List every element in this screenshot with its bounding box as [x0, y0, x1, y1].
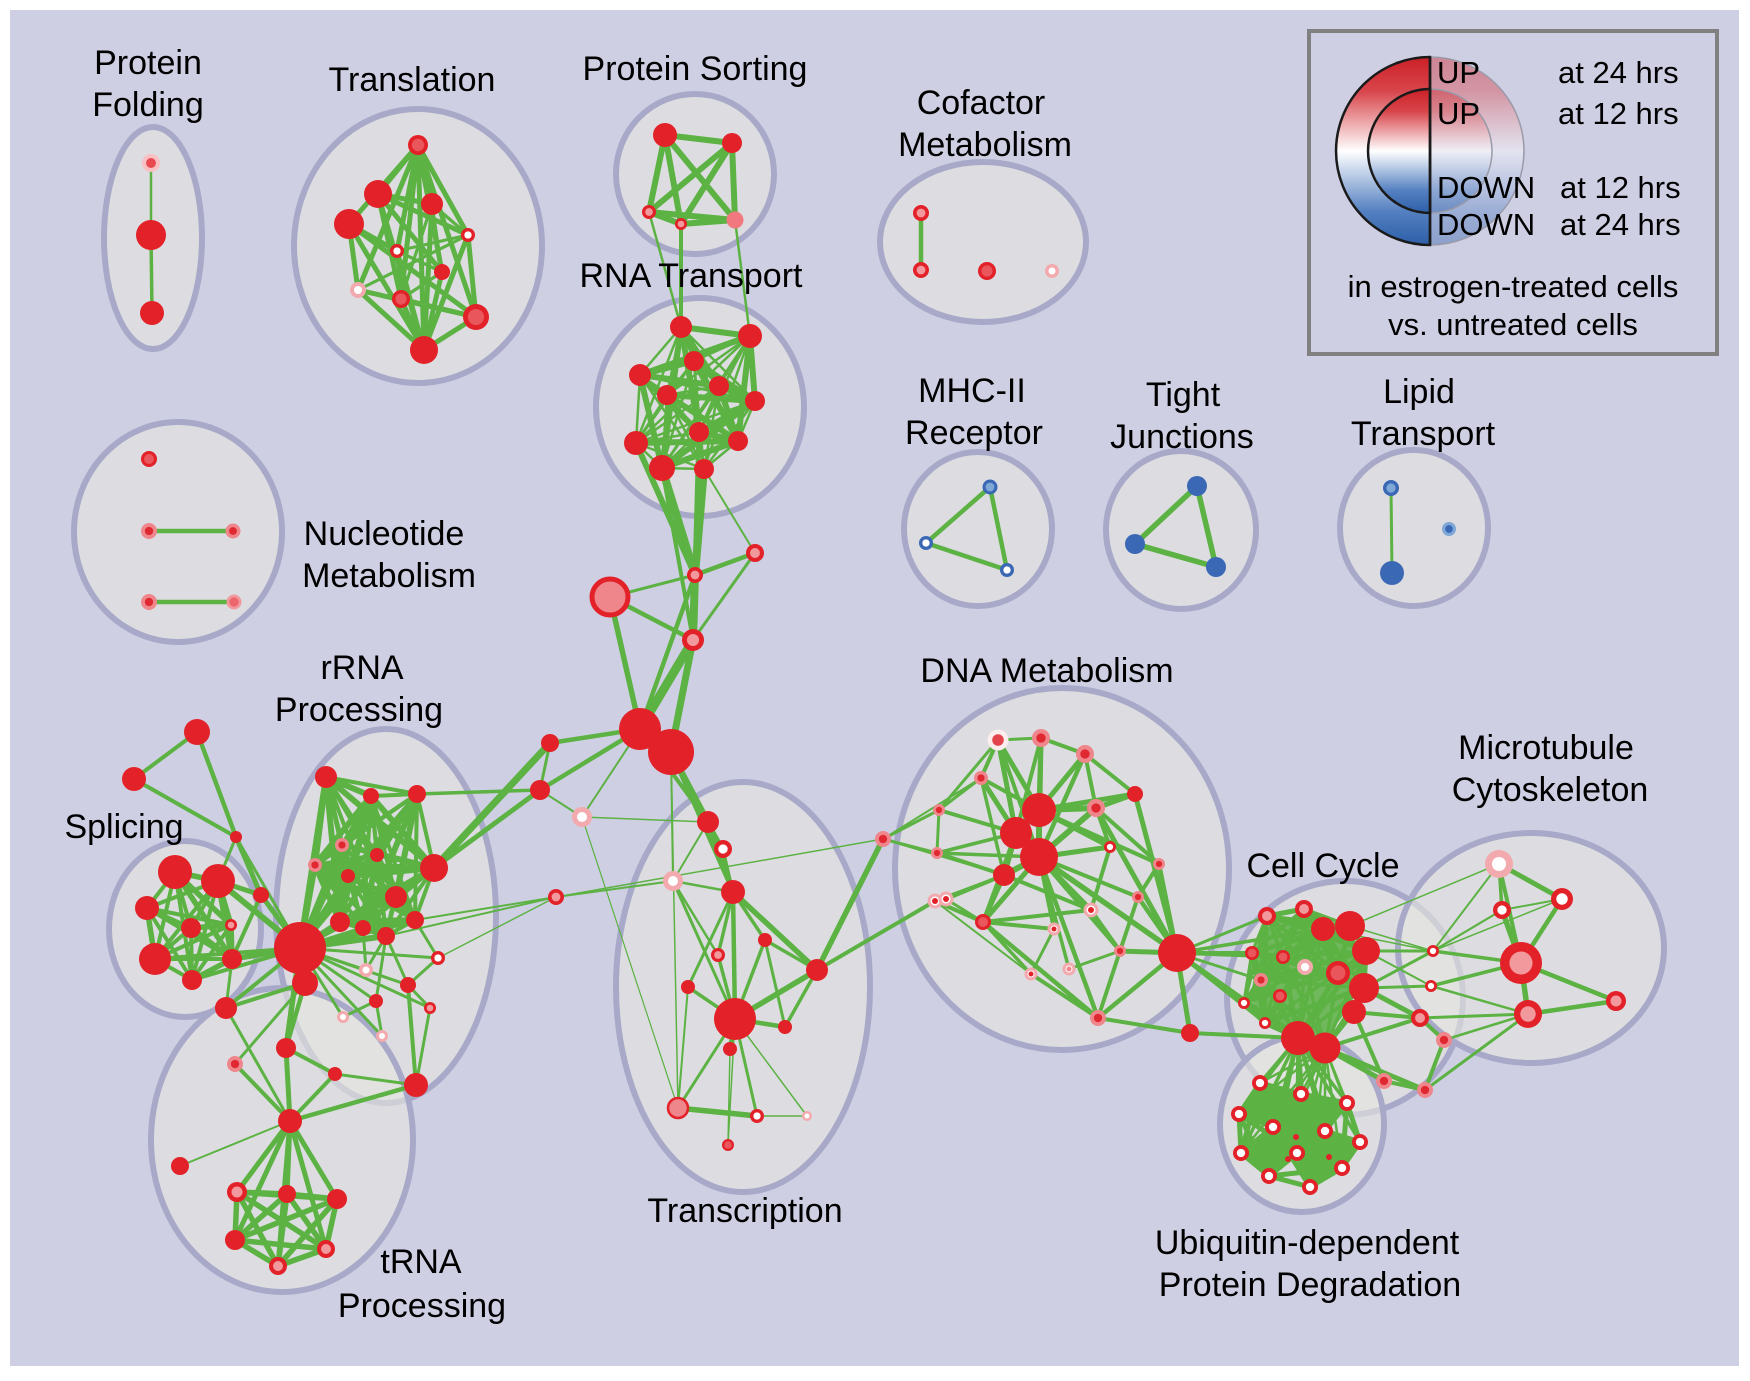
svg-text:Folding: Folding: [92, 86, 204, 124]
svg-text:Splicing: Splicing: [64, 808, 183, 846]
svg-text:Cell Cycle: Cell Cycle: [1246, 847, 1399, 885]
svg-text:DOWN: DOWN: [1437, 170, 1535, 205]
svg-text:Protein Sorting: Protein Sorting: [583, 50, 808, 88]
svg-text:Translation: Translation: [329, 61, 496, 99]
svg-text:Processing: Processing: [338, 1287, 506, 1325]
svg-text:Tight: Tight: [1146, 376, 1221, 414]
svg-text:UP: UP: [1437, 96, 1480, 131]
svg-text:rRNA: rRNA: [320, 649, 403, 687]
svg-text:DNA Metabolism: DNA Metabolism: [920, 652, 1173, 690]
svg-text:at 12 hrs: at 12 hrs: [1558, 96, 1679, 131]
svg-text:Processing: Processing: [275, 691, 443, 729]
svg-text:at 12 hrs: at 12 hrs: [1560, 170, 1681, 205]
svg-text:DOWN: DOWN: [1437, 207, 1535, 242]
svg-text:Junctions: Junctions: [1110, 418, 1254, 456]
svg-text:Receptor: Receptor: [905, 414, 1043, 452]
svg-text:Cytoskeleton: Cytoskeleton: [1452, 771, 1649, 809]
svg-text:Metabolism: Metabolism: [898, 126, 1072, 164]
svg-text:in estrogen-treated cells: in estrogen-treated cells: [1348, 269, 1679, 304]
svg-text:UP: UP: [1437, 55, 1480, 90]
svg-text:RNA Transport: RNA Transport: [580, 257, 804, 295]
svg-text:at 24 hrs: at 24 hrs: [1560, 207, 1681, 242]
svg-text:MHC-II: MHC-II: [918, 372, 1026, 410]
svg-text:tRNA: tRNA: [380, 1243, 462, 1281]
svg-text:Transport: Transport: [1351, 415, 1496, 453]
svg-text:Metabolism: Metabolism: [302, 557, 476, 595]
svg-text:Lipid: Lipid: [1383, 373, 1455, 411]
svg-text:Protein Degradation: Protein Degradation: [1159, 1266, 1461, 1304]
svg-text:vs. untreated cells: vs. untreated cells: [1388, 307, 1638, 342]
svg-text:Protein: Protein: [94, 44, 202, 82]
svg-text:Transcription: Transcription: [647, 1192, 842, 1230]
svg-text:at 24 hrs: at 24 hrs: [1558, 55, 1679, 90]
svg-text:Ubiquitin-dependent: Ubiquitin-dependent: [1155, 1224, 1460, 1262]
svg-text:Microtubule: Microtubule: [1458, 729, 1634, 767]
svg-text:Cofactor: Cofactor: [917, 84, 1046, 122]
svg-text:Nucleotide: Nucleotide: [304, 515, 465, 553]
